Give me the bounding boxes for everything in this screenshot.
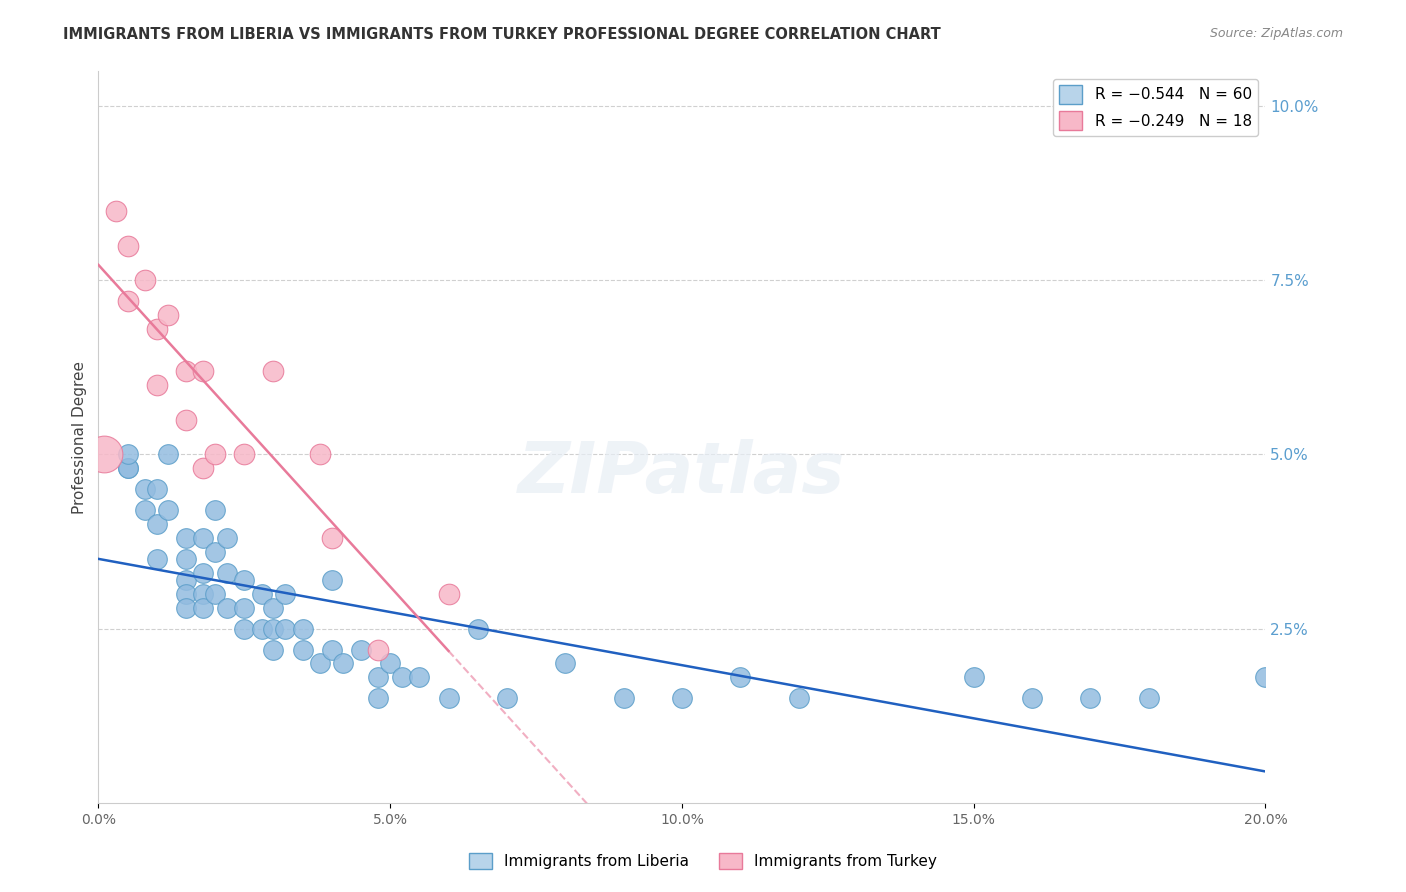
Point — [437, 691, 460, 706]
Point — [250, 587, 273, 601]
Point — [378, 657, 402, 671]
Point — [174, 364, 197, 378]
Point — [467, 622, 489, 636]
Point — [174, 573, 197, 587]
Point — [204, 587, 226, 601]
Point — [612, 691, 634, 706]
Point — [391, 670, 413, 684]
Legend: R = −0.544   N = 60, R = −0.249   N = 18: R = −0.544 N = 60, R = −0.249 N = 18 — [1053, 79, 1258, 136]
Point — [262, 364, 284, 378]
Point — [350, 642, 373, 657]
Point — [367, 670, 389, 684]
Point — [233, 573, 256, 587]
Point — [157, 503, 180, 517]
Text: Source: ZipAtlas.com: Source: ZipAtlas.com — [1209, 27, 1343, 40]
Point — [174, 531, 197, 545]
Point — [321, 531, 343, 545]
Point — [554, 657, 576, 671]
Point — [274, 622, 297, 636]
Point — [495, 691, 517, 706]
Point — [262, 642, 284, 657]
Point — [193, 461, 215, 475]
Point — [134, 503, 156, 517]
Point — [174, 552, 197, 566]
Point — [146, 322, 169, 336]
Point — [174, 587, 197, 601]
Point — [117, 461, 139, 475]
Point — [134, 273, 156, 287]
Legend: Immigrants from Liberia, Immigrants from Turkey: Immigrants from Liberia, Immigrants from… — [463, 847, 943, 875]
Point — [193, 364, 215, 378]
Point — [157, 308, 180, 322]
Text: IMMIGRANTS FROM LIBERIA VS IMMIGRANTS FROM TURKEY PROFESSIONAL DEGREE CORRELATIO: IMMIGRANTS FROM LIBERIA VS IMMIGRANTS FR… — [63, 27, 941, 42]
Point — [728, 670, 751, 684]
Point — [332, 657, 354, 671]
Point — [193, 600, 215, 615]
Point — [367, 642, 389, 657]
Point — [193, 587, 215, 601]
Point — [134, 483, 156, 497]
Point — [233, 600, 256, 615]
Point — [250, 622, 273, 636]
Point — [1080, 691, 1102, 706]
Point — [437, 587, 460, 601]
Point — [367, 691, 389, 706]
Point — [146, 517, 169, 532]
Point — [204, 448, 226, 462]
Point — [93, 448, 115, 462]
Point — [117, 461, 139, 475]
Point — [204, 545, 226, 559]
Point — [262, 600, 284, 615]
Point — [962, 670, 984, 684]
Point — [1254, 670, 1277, 684]
Point — [117, 294, 139, 309]
Point — [233, 448, 256, 462]
Point — [174, 412, 197, 426]
Point — [671, 691, 693, 706]
Point — [233, 622, 256, 636]
Point — [157, 448, 180, 462]
Point — [146, 552, 169, 566]
Point — [291, 622, 314, 636]
Point — [291, 642, 314, 657]
Point — [215, 600, 238, 615]
Text: ZIPatlas: ZIPatlas — [519, 439, 845, 508]
Point — [193, 531, 215, 545]
Point — [262, 622, 284, 636]
Point — [146, 483, 169, 497]
Point — [117, 238, 139, 252]
Point — [174, 600, 197, 615]
Point — [787, 691, 810, 706]
Point — [309, 657, 332, 671]
Point — [215, 566, 238, 580]
Y-axis label: Professional Degree: Professional Degree — [72, 360, 87, 514]
Point — [146, 377, 169, 392]
Point — [1021, 691, 1043, 706]
Point — [274, 587, 297, 601]
Point — [204, 503, 226, 517]
Point — [1137, 691, 1160, 706]
Point — [309, 448, 332, 462]
Point — [215, 531, 238, 545]
Point — [408, 670, 430, 684]
Point — [104, 203, 127, 218]
Point — [321, 642, 343, 657]
Point — [117, 448, 139, 462]
Point — [193, 566, 215, 580]
Point — [321, 573, 343, 587]
